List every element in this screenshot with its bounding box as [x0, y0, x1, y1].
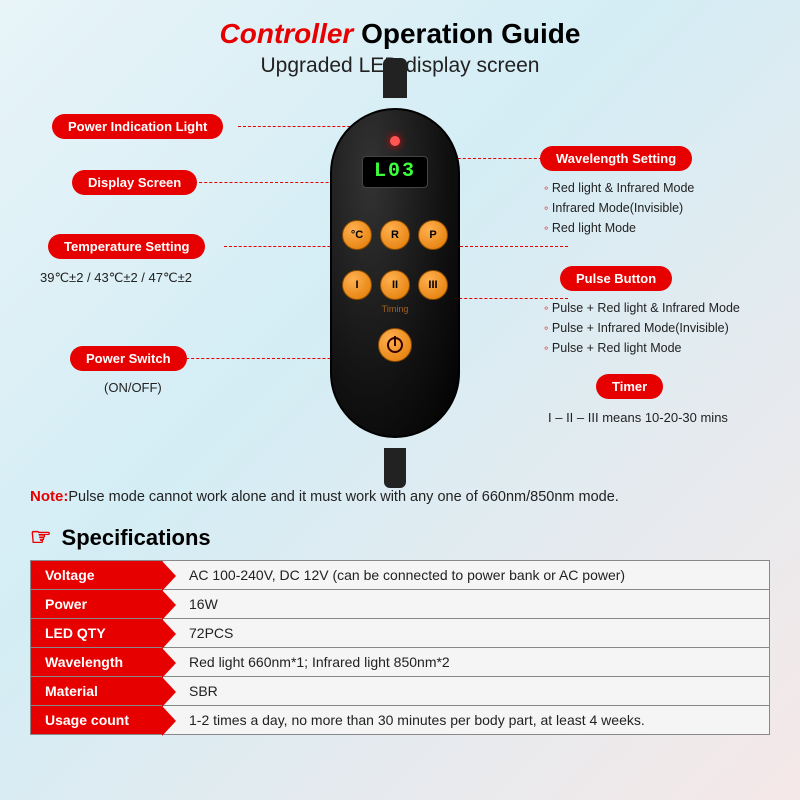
spec-row: VoltageAC 100-240V, DC 12V (can be conne… — [31, 561, 770, 590]
spec-key: Voltage — [31, 561, 163, 590]
temp-button[interactable]: °C — [342, 220, 372, 250]
pulse-button[interactable]: P — [418, 220, 448, 250]
wavelength-button[interactable]: R — [380, 220, 410, 250]
spec-key: Wavelength — [31, 648, 163, 677]
label-power-switch-detail: (ON/OFF) — [104, 378, 162, 398]
spec-row: Power16W — [31, 590, 770, 619]
timer-1-button[interactable]: I — [342, 270, 372, 300]
spec-key: LED QTY — [31, 619, 163, 648]
spec-row: LED QTY72PCS — [31, 619, 770, 648]
spec-table: VoltageAC 100-240V, DC 12V (can be conne… — [30, 560, 770, 735]
spec-value: AC 100-240V, DC 12V (can be connected to… — [163, 561, 770, 590]
remote-body: L03 °C R P I II III Timing — [330, 108, 460, 438]
spec-value: 1-2 times a day, no more than 30 minutes… — [163, 706, 770, 735]
spec-key: Material — [31, 677, 163, 706]
led-display: L03 — [362, 156, 428, 188]
main-title: Controller Operation Guide — [0, 0, 800, 50]
button-row-1: °C R P — [342, 220, 448, 250]
note: Note:Pulse mode cannot work alone and it… — [0, 486, 800, 507]
power-led-icon — [390, 136, 400, 146]
power-icon — [387, 337, 403, 353]
button-row-2: I II III — [342, 270, 448, 300]
wavelength-items: Red light & Infrared Mode Infrared Mode(… — [544, 178, 694, 238]
spec-value: 16W — [163, 590, 770, 619]
label-temp-detail: 39℃±2 / 43℃±2 / 47℃±2 — [40, 268, 192, 288]
timing-label: Timing — [382, 304, 409, 314]
button-row-3 — [378, 328, 412, 362]
title-black: Operation Guide — [353, 18, 580, 49]
spec-header: ☞ Specifications — [30, 523, 800, 552]
timer-3-button[interactable]: III — [418, 270, 448, 300]
label-display: Display Screen — [72, 170, 197, 195]
spec-row: WavelengthRed light 660nm*1; Infrared li… — [31, 648, 770, 677]
note-label: Note: — [30, 488, 68, 505]
remote-controller: L03 °C R P I II III Timing — [310, 88, 480, 458]
label-wavelength: Wavelength Setting — [540, 146, 692, 171]
timer-2-button[interactable]: II — [380, 270, 410, 300]
spec-row: Usage count1-2 times a day, no more than… — [31, 706, 770, 735]
cord-top — [383, 58, 407, 98]
pointer-icon: ☞ — [30, 523, 52, 552]
power-button[interactable] — [378, 328, 412, 362]
spec-value: 72PCS — [163, 619, 770, 648]
cord-bottom — [384, 448, 406, 488]
spec-title: Specifications — [62, 525, 211, 551]
spec-row: MaterialSBR — [31, 677, 770, 706]
label-temp: Temperature Setting — [48, 234, 205, 259]
spec-value: Red light 660nm*1; Infrared light 850nm*… — [163, 648, 770, 677]
title-red: Controller — [220, 18, 354, 49]
label-power-switch: Power Switch — [70, 346, 187, 371]
diagram-area: Power Indication Light Display Screen Te… — [0, 78, 800, 478]
spec-key: Usage count — [31, 706, 163, 735]
label-pulse: Pulse Button — [560, 266, 672, 291]
spec-value: SBR — [163, 677, 770, 706]
label-timer: Timer — [596, 374, 663, 399]
spec-key: Power — [31, 590, 163, 619]
label-timer-detail: I – II – III means 10-20-30 mins — [548, 408, 728, 428]
note-text: Pulse mode cannot work alone and it must… — [68, 489, 619, 505]
label-power-indication: Power Indication Light — [52, 114, 223, 139]
pulse-items: Pulse + Red light & Infrared Mode Pulse … — [544, 298, 740, 358]
